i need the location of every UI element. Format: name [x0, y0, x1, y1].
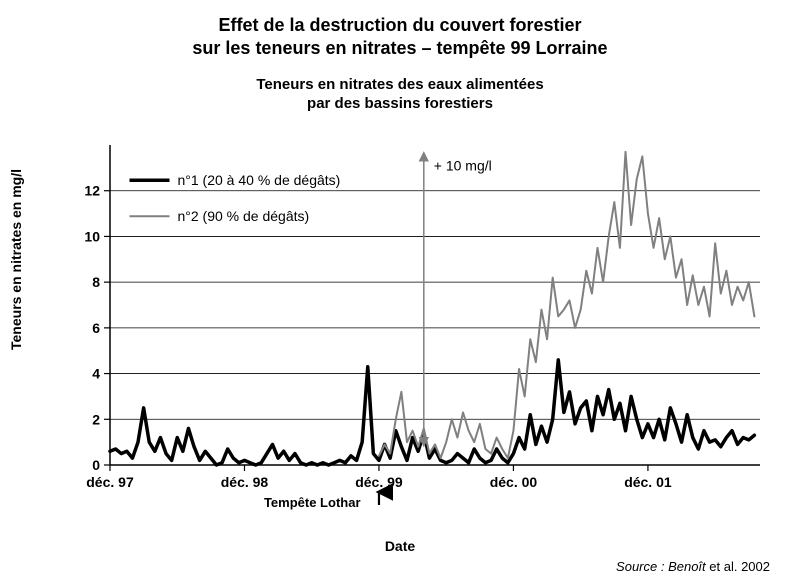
- sub-title: Teneurs en nitrates des eaux alimentées …: [0, 75, 800, 114]
- svg-text:4: 4: [92, 366, 100, 382]
- svg-text:6: 6: [92, 320, 100, 336]
- svg-text:2: 2: [92, 411, 100, 427]
- svg-text:n°2 (90 % de dégâts): n°2 (90 % de dégâts): [178, 208, 310, 224]
- svg-text:12: 12: [84, 183, 100, 199]
- source-prefix: Source : Benoît: [616, 559, 709, 574]
- sub-title-line1: Teneurs en nitrates des eaux alimentées: [256, 76, 543, 93]
- event-label: Tempête Lothar: [264, 495, 361, 510]
- svg-text:10: 10: [84, 228, 100, 244]
- svg-text:déc. 97: déc. 97: [86, 474, 134, 490]
- main-title: Effet de la destruction du couvert fores…: [0, 0, 800, 61]
- x-axis-label: Date: [385, 538, 415, 554]
- svg-text:déc. 99: déc. 99: [355, 474, 403, 490]
- sub-title-line2: par des bassins forestiers: [307, 95, 493, 112]
- chart-area: 0 2 4 6 8 10 12 déc. 97 déc. 98 déc. 99 déc. 00 déc…: [40, 140, 770, 510]
- svg-text:déc. 98: déc. 98: [221, 474, 269, 490]
- y-axis-label: Teneurs en nitrates en mg/l: [8, 169, 24, 350]
- svg-text:n°1 (20 à 40 % de dégâts): n°1 (20 à 40 % de dégâts): [178, 172, 341, 188]
- svg-text:déc. 01: déc. 01: [624, 474, 672, 490]
- main-title-line1: Effet de la destruction du couvert fores…: [218, 15, 581, 35]
- main-title-line2: sur les teneurs en nitrates – tempête 99…: [192, 38, 607, 58]
- series-n2: [379, 152, 754, 458]
- svg-text:0: 0: [92, 457, 100, 473]
- source-citation: Source : Benoît et al. 2002: [616, 559, 770, 574]
- svg-text:8: 8: [92, 274, 100, 290]
- svg-text:+ 10 mg/l: + 10 mg/l: [434, 157, 492, 173]
- chart-svg: 0 2 4 6 8 10 12 déc. 97 déc. 98 déc. 99 déc. 00 déc…: [40, 140, 770, 510]
- source-suffix: et al. 2002: [709, 559, 770, 574]
- svg-text:déc. 00: déc. 00: [490, 474, 538, 490]
